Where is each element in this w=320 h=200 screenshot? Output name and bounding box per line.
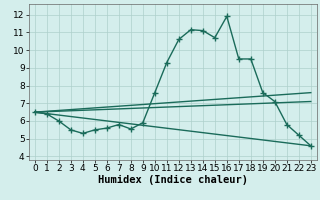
X-axis label: Humidex (Indice chaleur): Humidex (Indice chaleur) [98, 175, 248, 185]
